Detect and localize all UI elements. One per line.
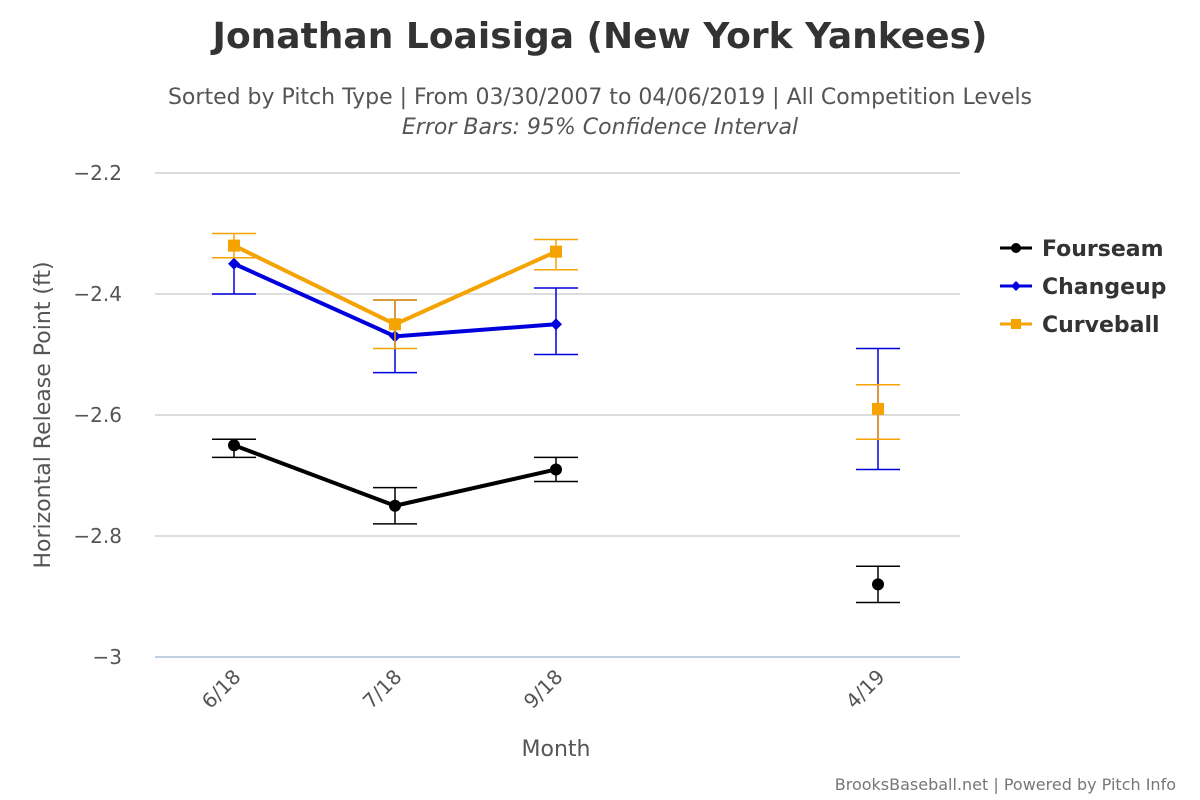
- legend-item-changeup[interactable]: Changeup: [1000, 275, 1166, 300]
- data-point[interactable]: [228, 257, 240, 270]
- legend-item-curveball[interactable]: Curveball: [1000, 313, 1160, 338]
- gridlines: [155, 172, 960, 658]
- data-point[interactable]: [389, 318, 401, 331]
- y-tick-label: −2.6: [73, 403, 122, 427]
- chart-subtitle: Sorted by Pitch Type | From 03/30/2007 t…: [168, 85, 1032, 110]
- chart-title: Jonathan Loaisiga (New York Yankees): [210, 16, 988, 57]
- legend-label: Curveball: [1042, 313, 1160, 338]
- x-axis-ticks: 6/18 7/18 9/18 4/19: [197, 665, 890, 714]
- chart-subtitle-error-bars: Error Bars: 95% Confidence Interval: [402, 115, 798, 140]
- y-tick-label: −3: [93, 645, 122, 669]
- x-tick-label: 7/18: [358, 665, 407, 714]
- data-point[interactable]: [228, 239, 240, 252]
- x-tick-label: 9/18: [519, 665, 568, 714]
- legend-marker: [1011, 243, 1021, 253]
- x-tick-label: 6/18: [197, 665, 246, 714]
- x-tick-label: 4/19: [841, 665, 890, 714]
- data-point[interactable]: [389, 499, 401, 512]
- x-axis-title: Month: [522, 737, 591, 762]
- y-tick-label: −2.4: [73, 282, 122, 306]
- data-point[interactable]: [872, 578, 884, 591]
- series-changeup: [212, 256, 900, 471]
- series-fourseam: [212, 438, 900, 604]
- data-point[interactable]: [872, 402, 884, 415]
- legend[interactable]: Fourseam Changeup Curveball: [1000, 237, 1166, 338]
- legend-label: Changeup: [1042, 275, 1166, 300]
- series-curveball: [212, 232, 900, 440]
- y-tick-label: −2.8: [73, 524, 122, 548]
- legend-label: Fourseam: [1042, 237, 1164, 262]
- chart-credit: BrooksBaseball.net | Powered by Pitch In…: [835, 775, 1176, 794]
- legend-marker: [1011, 319, 1021, 329]
- series-group: [212, 232, 900, 604]
- y-axis-title: Horizontal Release Point (ft): [31, 261, 56, 568]
- data-point[interactable]: [550, 463, 562, 476]
- legend-item-fourseam[interactable]: Fourseam: [1000, 237, 1164, 262]
- data-point[interactable]: [550, 245, 562, 258]
- y-tick-label: −2.2: [73, 161, 122, 185]
- legend-marker: [1011, 281, 1021, 291]
- y-axis-ticks: −2.2 −2.4 −2.6 −2.8 −3: [73, 161, 122, 669]
- data-point[interactable]: [550, 318, 562, 331]
- data-point[interactable]: [228, 439, 240, 452]
